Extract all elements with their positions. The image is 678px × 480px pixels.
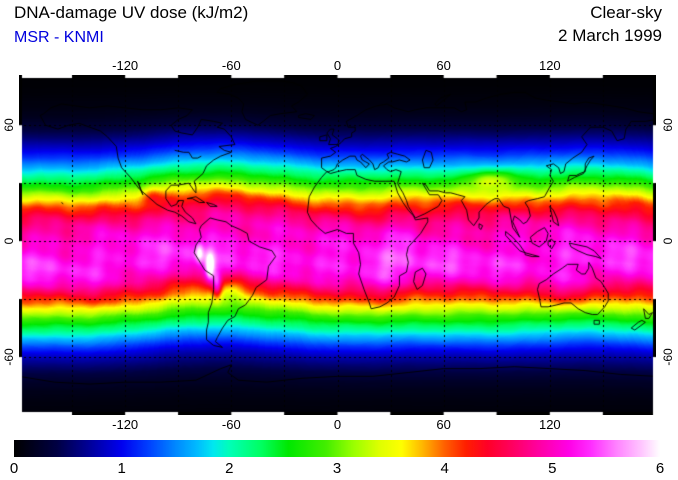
colorbar-gradient xyxy=(14,440,660,457)
lon-tick-label-bottom: 0 xyxy=(333,417,342,432)
colorbar-tick-label: 0 xyxy=(9,460,19,477)
lat-tick-label-right: -60 xyxy=(661,348,675,366)
lon-tick-label-bottom: 60 xyxy=(436,417,451,432)
world-uv-dose-map xyxy=(19,75,656,415)
colorbar-tick-label: 1 xyxy=(117,460,126,477)
lon-tick-label-top: 0 xyxy=(333,58,342,73)
lon-tick-label-bottom: -120 xyxy=(112,417,139,432)
colorbar-tick-label: 6 xyxy=(655,460,665,477)
date-label: 2 March 1999 xyxy=(558,26,662,45)
data-source-label: MSR - KNMI xyxy=(14,29,104,46)
lat-tick-label-left: -60 xyxy=(2,348,16,366)
lon-tick-label-top: -120 xyxy=(112,58,139,73)
colorbar-tick-label: 5 xyxy=(548,460,557,477)
lat-tick-label-right: 0 xyxy=(661,237,675,245)
lat-tick-label-left: 60 xyxy=(2,118,16,132)
lon-tick-label-bottom: -60 xyxy=(221,417,241,432)
lat-tick-label-right: 60 xyxy=(661,118,675,132)
lat-tick-label-left: 0 xyxy=(2,237,16,245)
lon-tick-label-bottom: 120 xyxy=(538,417,561,432)
colorbar-tick-label: 4 xyxy=(440,460,449,477)
page-title: DNA-damage UV dose (kJ/m2) xyxy=(14,3,249,22)
sky-condition-label: Clear-sky xyxy=(590,3,662,22)
lon-tick-label-top: -60 xyxy=(221,58,241,73)
lon-tick-label-top: 120 xyxy=(538,58,561,73)
colorbar-tick-label: 2 xyxy=(225,460,234,477)
lon-tick-label-top: 60 xyxy=(436,58,451,73)
colorbar-tick-label: 3 xyxy=(332,460,342,477)
